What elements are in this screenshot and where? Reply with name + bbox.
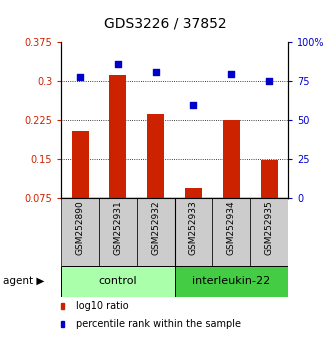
Text: GSM252890: GSM252890 (75, 200, 85, 255)
Text: GSM252931: GSM252931 (114, 200, 122, 255)
Text: log10 ratio: log10 ratio (76, 301, 129, 311)
Text: agent ▶: agent ▶ (3, 276, 45, 286)
Text: GSM252932: GSM252932 (151, 200, 160, 255)
Point (191, 102, 196, 108)
Bar (223, 120, 240, 237)
Point (77, 74, 83, 80)
Text: GSM252933: GSM252933 (189, 200, 198, 255)
Bar (175, 266, 288, 297)
Bar (61, 198, 99, 266)
Bar (147, 114, 164, 237)
Point (153, 69, 158, 75)
Bar (175, 198, 213, 266)
Text: interleukin-22: interleukin-22 (192, 276, 270, 286)
Text: control: control (99, 276, 137, 286)
Bar (71, 131, 89, 237)
Text: GSM252934: GSM252934 (227, 200, 236, 255)
Bar (250, 198, 288, 266)
Point (266, 79, 272, 84)
Text: GDS3226 / 37852: GDS3226 / 37852 (104, 16, 227, 30)
Bar (137, 198, 175, 266)
Text: percentile rank within the sample: percentile rank within the sample (76, 319, 241, 329)
Text: GSM252935: GSM252935 (264, 200, 274, 255)
Point (115, 62, 120, 67)
Bar (99, 198, 137, 266)
Bar (185, 188, 202, 237)
Bar (61, 266, 175, 297)
Point (229, 71, 234, 76)
Bar (213, 198, 250, 266)
Bar (110, 75, 126, 237)
Bar (260, 160, 278, 237)
